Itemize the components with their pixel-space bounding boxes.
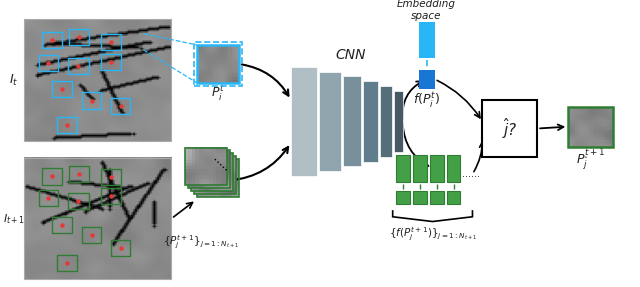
Bar <box>483 100 538 157</box>
Bar <box>24 20 172 141</box>
Bar <box>413 191 427 204</box>
Bar <box>102 34 122 50</box>
Bar <box>191 153 233 191</box>
Bar <box>38 190 58 206</box>
Bar <box>380 86 392 157</box>
Bar <box>396 155 410 182</box>
Bar <box>429 191 444 204</box>
Bar <box>102 54 122 70</box>
Bar <box>81 92 102 108</box>
Bar <box>42 32 61 48</box>
Bar <box>81 227 102 243</box>
Bar <box>42 168 61 185</box>
Bar <box>111 98 131 114</box>
Text: $P_{\hat{j}}^{t+1}$: $P_{\hat{j}}^{t+1}$ <box>576 146 605 172</box>
Bar <box>447 191 461 204</box>
Bar <box>188 150 230 188</box>
Bar <box>68 193 88 209</box>
Bar <box>319 71 341 171</box>
Bar <box>68 58 88 74</box>
Text: $\{f(P_j^{t+1})\}_{j=1:N_{t+1}}$: $\{f(P_j^{t+1})\}_{j=1:N_{t+1}}$ <box>388 225 477 243</box>
Bar <box>52 81 72 97</box>
Bar <box>194 156 236 194</box>
Bar <box>52 217 72 233</box>
Bar <box>363 81 378 162</box>
Bar <box>413 155 427 182</box>
Text: $\{P_j^{t+1}\}_{j=1:N_{t+1}}$: $\{P_j^{t+1}\}_{j=1:N_{t+1}}$ <box>163 234 239 251</box>
Bar <box>396 191 410 204</box>
Bar <box>447 155 461 182</box>
Bar <box>56 117 77 133</box>
Text: $I_{t+1}$: $I_{t+1}$ <box>3 212 25 226</box>
Bar <box>185 148 227 185</box>
Bar <box>419 22 435 58</box>
Text: $P_i^t$: $P_i^t$ <box>211 84 225 103</box>
Bar <box>291 67 317 176</box>
Bar <box>568 107 613 147</box>
Bar <box>197 159 239 197</box>
Bar <box>102 169 122 185</box>
Bar <box>24 158 172 280</box>
Bar <box>194 42 242 86</box>
Bar <box>429 155 444 182</box>
Bar <box>394 91 403 152</box>
Text: $f(P_i^t)$: $f(P_i^t)$ <box>413 90 440 110</box>
Bar <box>343 76 361 166</box>
Bar <box>102 188 122 204</box>
Text: Embedding
space: Embedding space <box>397 0 456 21</box>
Bar <box>38 55 58 71</box>
Text: $\hat{j}$?: $\hat{j}$? <box>502 116 518 141</box>
Text: CNN: CNN <box>335 49 366 63</box>
Bar <box>68 166 88 182</box>
Bar <box>419 70 435 89</box>
Text: $I_t$: $I_t$ <box>9 73 19 88</box>
Bar <box>111 240 131 256</box>
Bar <box>56 255 77 271</box>
Text: ......: ...... <box>463 169 481 179</box>
Bar <box>68 29 88 45</box>
Bar <box>197 45 239 83</box>
